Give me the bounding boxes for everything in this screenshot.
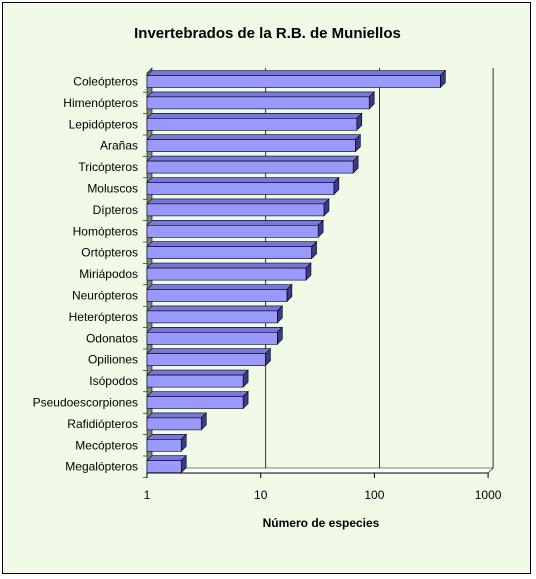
bar: [146, 176, 340, 196]
bar: [146, 305, 284, 324]
bar: [146, 283, 293, 303]
bar-top: [146, 91, 375, 98]
bar-top: [146, 70, 447, 76]
bar: [146, 219, 324, 239]
category-label: Opiliones: [88, 353, 138, 367]
chart-plot: 1 10 100 1000 Coleópteros Himenópteros Lepidóp…: [33, 67, 502, 502]
chart-title: Invertebrados de la R.B. de Muniellos: [134, 25, 401, 42]
bar-top: [146, 113, 363, 119]
bar: [146, 390, 249, 410]
bar-top: [146, 241, 318, 247]
x-tick-label: 10: [254, 488, 268, 502]
category-label: Mecópteros: [75, 438, 138, 452]
bar-face: [146, 182, 335, 195]
bar-top: [146, 177, 340, 183]
bar: [146, 91, 375, 110]
bar-top: [146, 305, 284, 312]
chart-floor: [146, 467, 494, 474]
category-label: Neurópteros: [72, 289, 138, 303]
category-label: Odonatos: [86, 331, 138, 345]
bar: [146, 133, 362, 153]
bar-face: [146, 310, 278, 324]
bar-top: [146, 326, 284, 333]
category-label: Rafidiópteros: [67, 417, 138, 431]
bar-face: [146, 139, 356, 152]
category-label: Moluscos: [87, 182, 138, 196]
category-label: Coleópteros: [73, 75, 138, 89]
category-label: Homópteros: [73, 224, 138, 238]
bar: [146, 112, 363, 132]
category-label: Heterópteros: [69, 310, 138, 324]
bar-face: [146, 438, 182, 452]
bar-top: [146, 412, 207, 419]
bar-top: [146, 134, 362, 140]
bar-face: [146, 331, 278, 345]
bar-face: [146, 353, 266, 367]
bar: [146, 347, 272, 367]
bar-top: [146, 262, 312, 269]
x-tick-label: 100: [364, 488, 384, 502]
bar: [146, 454, 187, 474]
bar-top: [146, 433, 187, 440]
bar-top: [146, 284, 293, 290]
bar-face: [146, 203, 325, 217]
bar-face: [146, 417, 202, 431]
bar: [146, 240, 318, 260]
bar-top: [146, 220, 324, 226]
bar-face: [146, 160, 354, 174]
bar: [146, 412, 207, 431]
bar-top: [146, 369, 249, 376]
x-tick-label: 1000: [475, 488, 502, 502]
category-label: Tricópteros: [78, 160, 138, 174]
bar-top: [146, 391, 249, 397]
category-label: Himenópteros: [63, 96, 138, 110]
bar-face: [146, 396, 244, 409]
bar: [146, 369, 249, 388]
category-label: Megalópteros: [65, 460, 138, 474]
bar-face: [146, 96, 370, 110]
bar: [146, 326, 284, 346]
category-label: Dípteros: [93, 203, 138, 217]
bar-face: [146, 267, 307, 281]
bar-face: [146, 289, 288, 302]
bar-face: [146, 118, 358, 131]
category-label: Miriápodos: [79, 267, 138, 281]
category-label: Pseudoescorpiones: [33, 396, 138, 410]
category-label: Isópodos: [89, 374, 138, 388]
bar: [146, 69, 447, 89]
bar-top: [146, 455, 187, 462]
category-label: Arañas: [100, 139, 138, 153]
bar-face: [146, 246, 312, 259]
bar-top: [146, 198, 330, 205]
bar-top: [146, 155, 359, 162]
bar: [146, 155, 359, 174]
x-axis-label: Número de especies: [262, 516, 380, 530]
bar: [146, 198, 330, 217]
bar: [146, 262, 312, 281]
bar-face: [146, 374, 244, 388]
bar-top: [146, 348, 272, 355]
category-label: Ortópteros: [81, 246, 138, 260]
bar-face: [146, 225, 319, 238]
bar: [146, 433, 187, 453]
category-label: Lepidópteros: [69, 117, 138, 131]
bar-face: [146, 75, 441, 88]
bar-face: [146, 460, 182, 474]
x-tick-label: 1: [144, 488, 151, 502]
